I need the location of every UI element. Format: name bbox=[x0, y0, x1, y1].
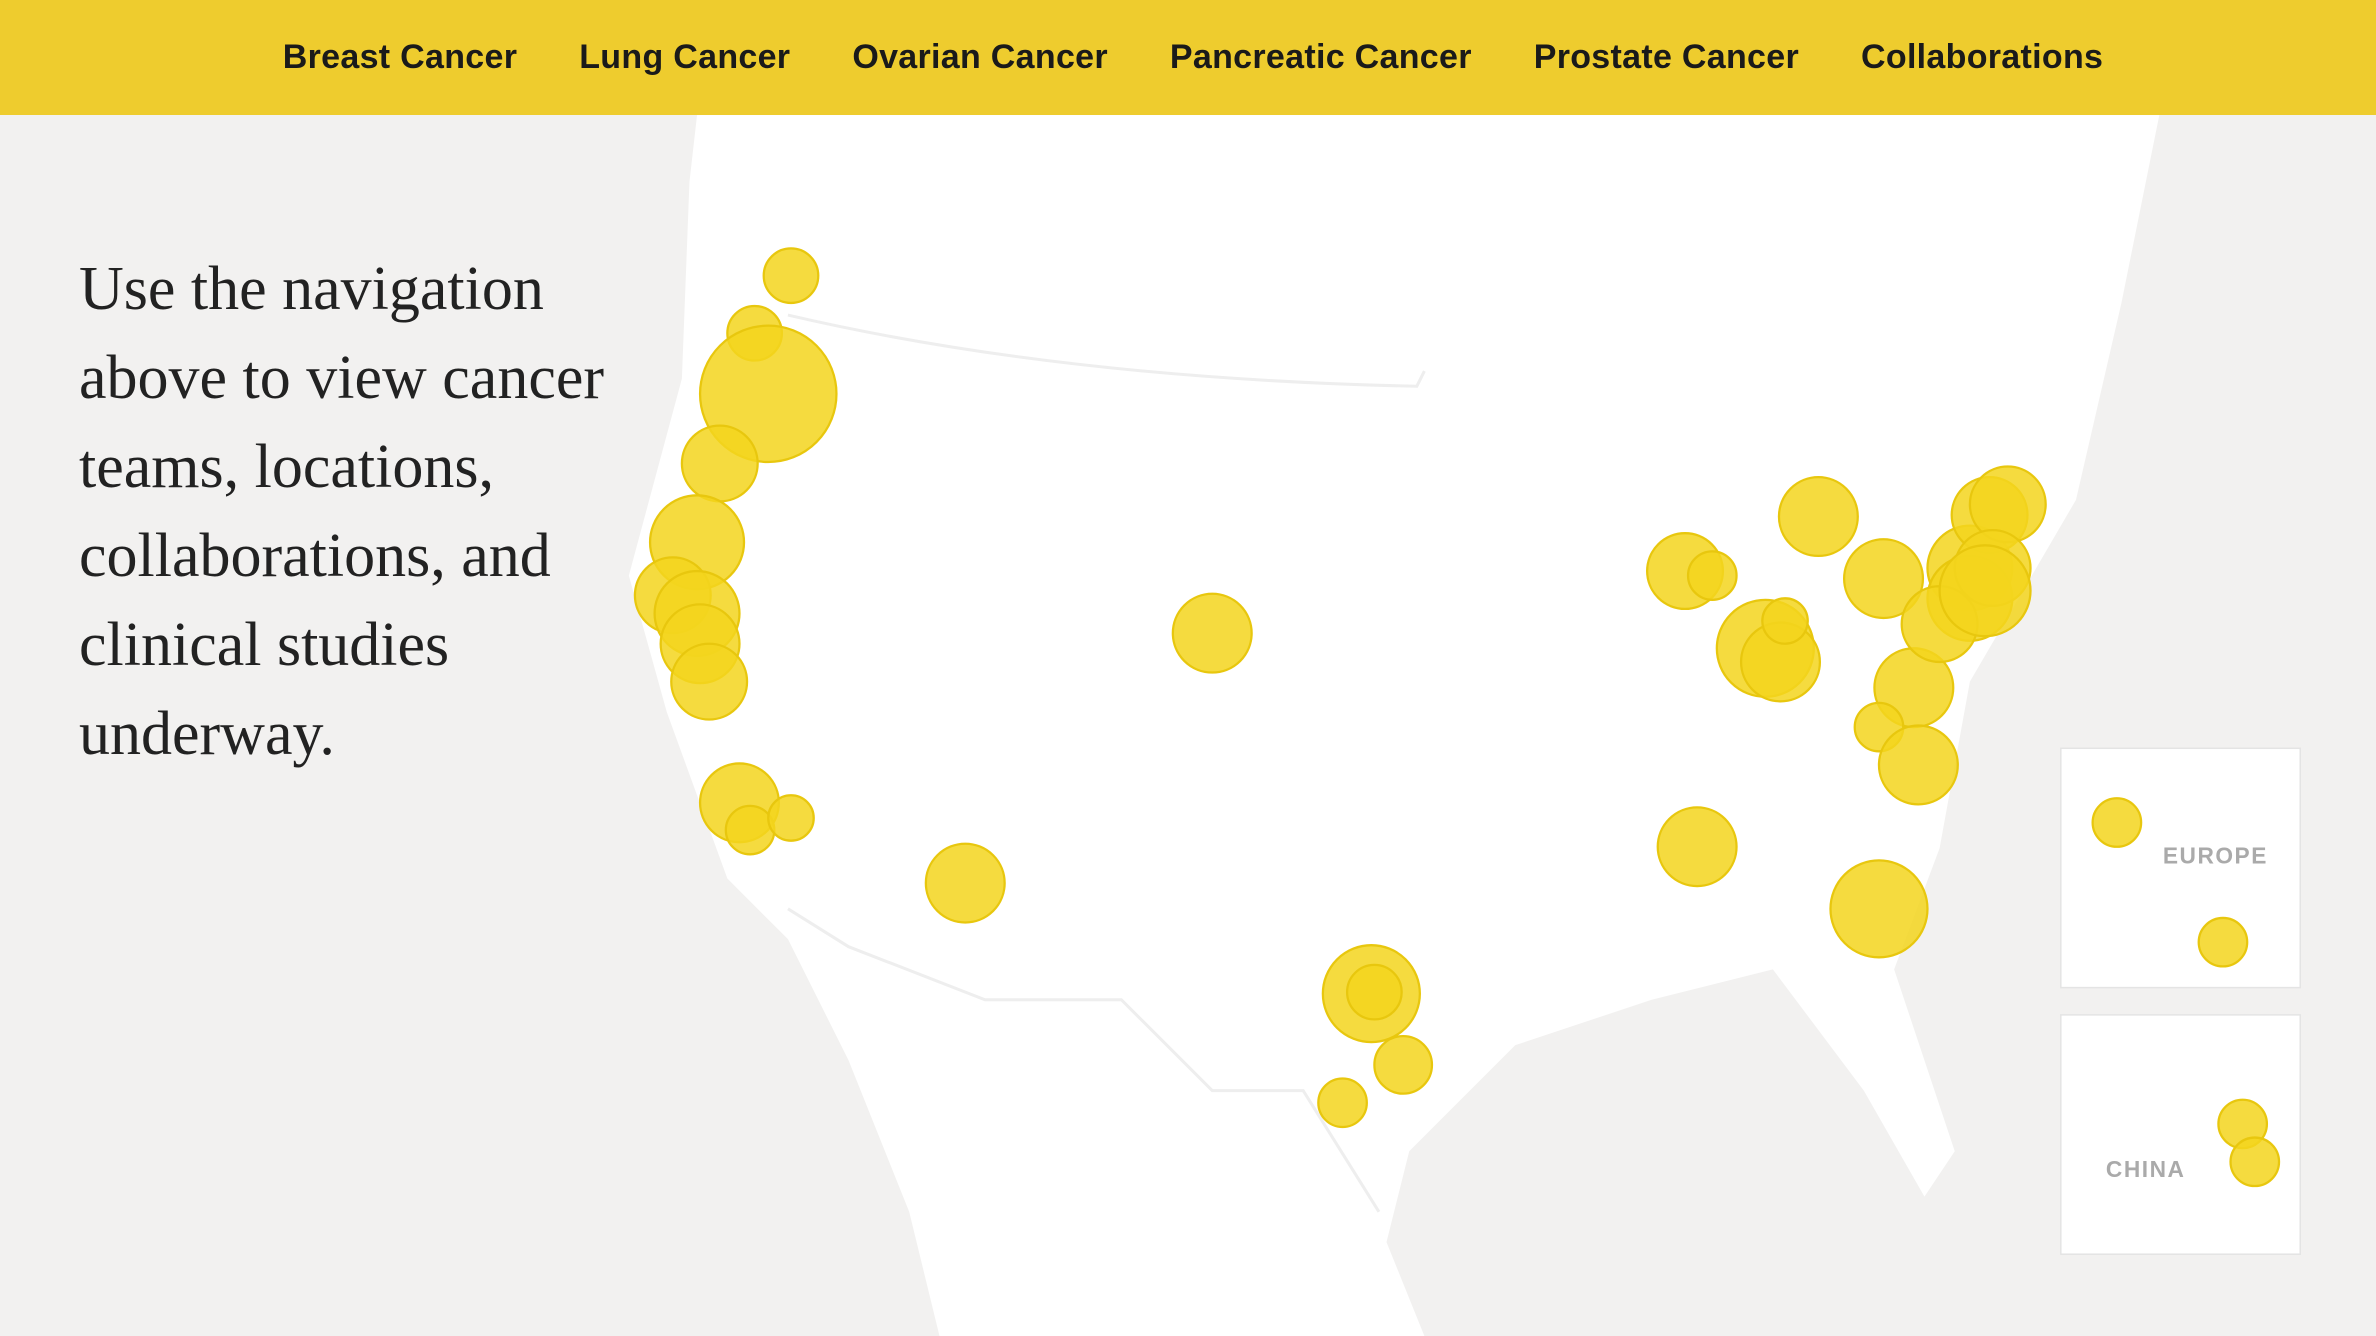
location-bubble[interactable] bbox=[724, 804, 776, 856]
nav-link[interactable]: Pancreatic Cancer bbox=[1169, 38, 1472, 76]
nav-link[interactable]: Lung Cancer bbox=[579, 38, 791, 76]
inset-label: EUROPE bbox=[2163, 842, 2268, 868]
nav-link[interactable]: Breast Cancer bbox=[282, 38, 518, 76]
location-bubble[interactable] bbox=[924, 842, 1006, 924]
location-bubble[interactable] bbox=[1777, 476, 1859, 558]
location-bubble[interactable] bbox=[1842, 538, 1925, 620]
location-bubble[interactable] bbox=[680, 424, 759, 503]
location-bubble[interactable] bbox=[767, 794, 815, 842]
location-bubble[interactable] bbox=[1877, 724, 1959, 806]
nav-link[interactable]: Collaborations bbox=[1861, 38, 2104, 76]
location-bubble[interactable] bbox=[1656, 806, 1738, 888]
location-bubble[interactable] bbox=[2229, 1136, 2281, 1188]
location-bubble[interactable] bbox=[1761, 597, 1809, 645]
location-bubble[interactable] bbox=[1829, 859, 1929, 959]
nav-link[interactable]: Ovarian Cancer bbox=[852, 38, 1108, 76]
land bbox=[628, 115, 2160, 1336]
location-bubble[interactable] bbox=[1345, 963, 1403, 1021]
location-bubble[interactable] bbox=[1686, 550, 1738, 601]
bubbles bbox=[633, 247, 2047, 1129]
intro-text: Use the navigation above to view cancer … bbox=[79, 255, 605, 768]
border bbox=[787, 313, 1426, 388]
location-bubble[interactable] bbox=[2091, 797, 2143, 848]
location-bubble[interactable] bbox=[762, 247, 820, 305]
location-bubble[interactable] bbox=[2197, 916, 2249, 968]
location-bubble[interactable] bbox=[1938, 544, 2032, 638]
location-bubble[interactable] bbox=[670, 642, 749, 721]
nav-link[interactable]: Prostate Cancer bbox=[1533, 38, 1800, 76]
inset-label: CHINA bbox=[2106, 1156, 2186, 1182]
border bbox=[787, 907, 1381, 1213]
location-bubble[interactable] bbox=[1171, 592, 1253, 674]
bubbles bbox=[2091, 797, 2281, 1188]
location-bubble[interactable] bbox=[1373, 1034, 1434, 1095]
nav-bar: Breast Cancer Lung Cancer Ovarian Cancer Pa… bbox=[0, 0, 2376, 115]
location-bubble[interactable] bbox=[1317, 1077, 1368, 1129]
inset-europe bbox=[2060, 747, 2301, 989]
